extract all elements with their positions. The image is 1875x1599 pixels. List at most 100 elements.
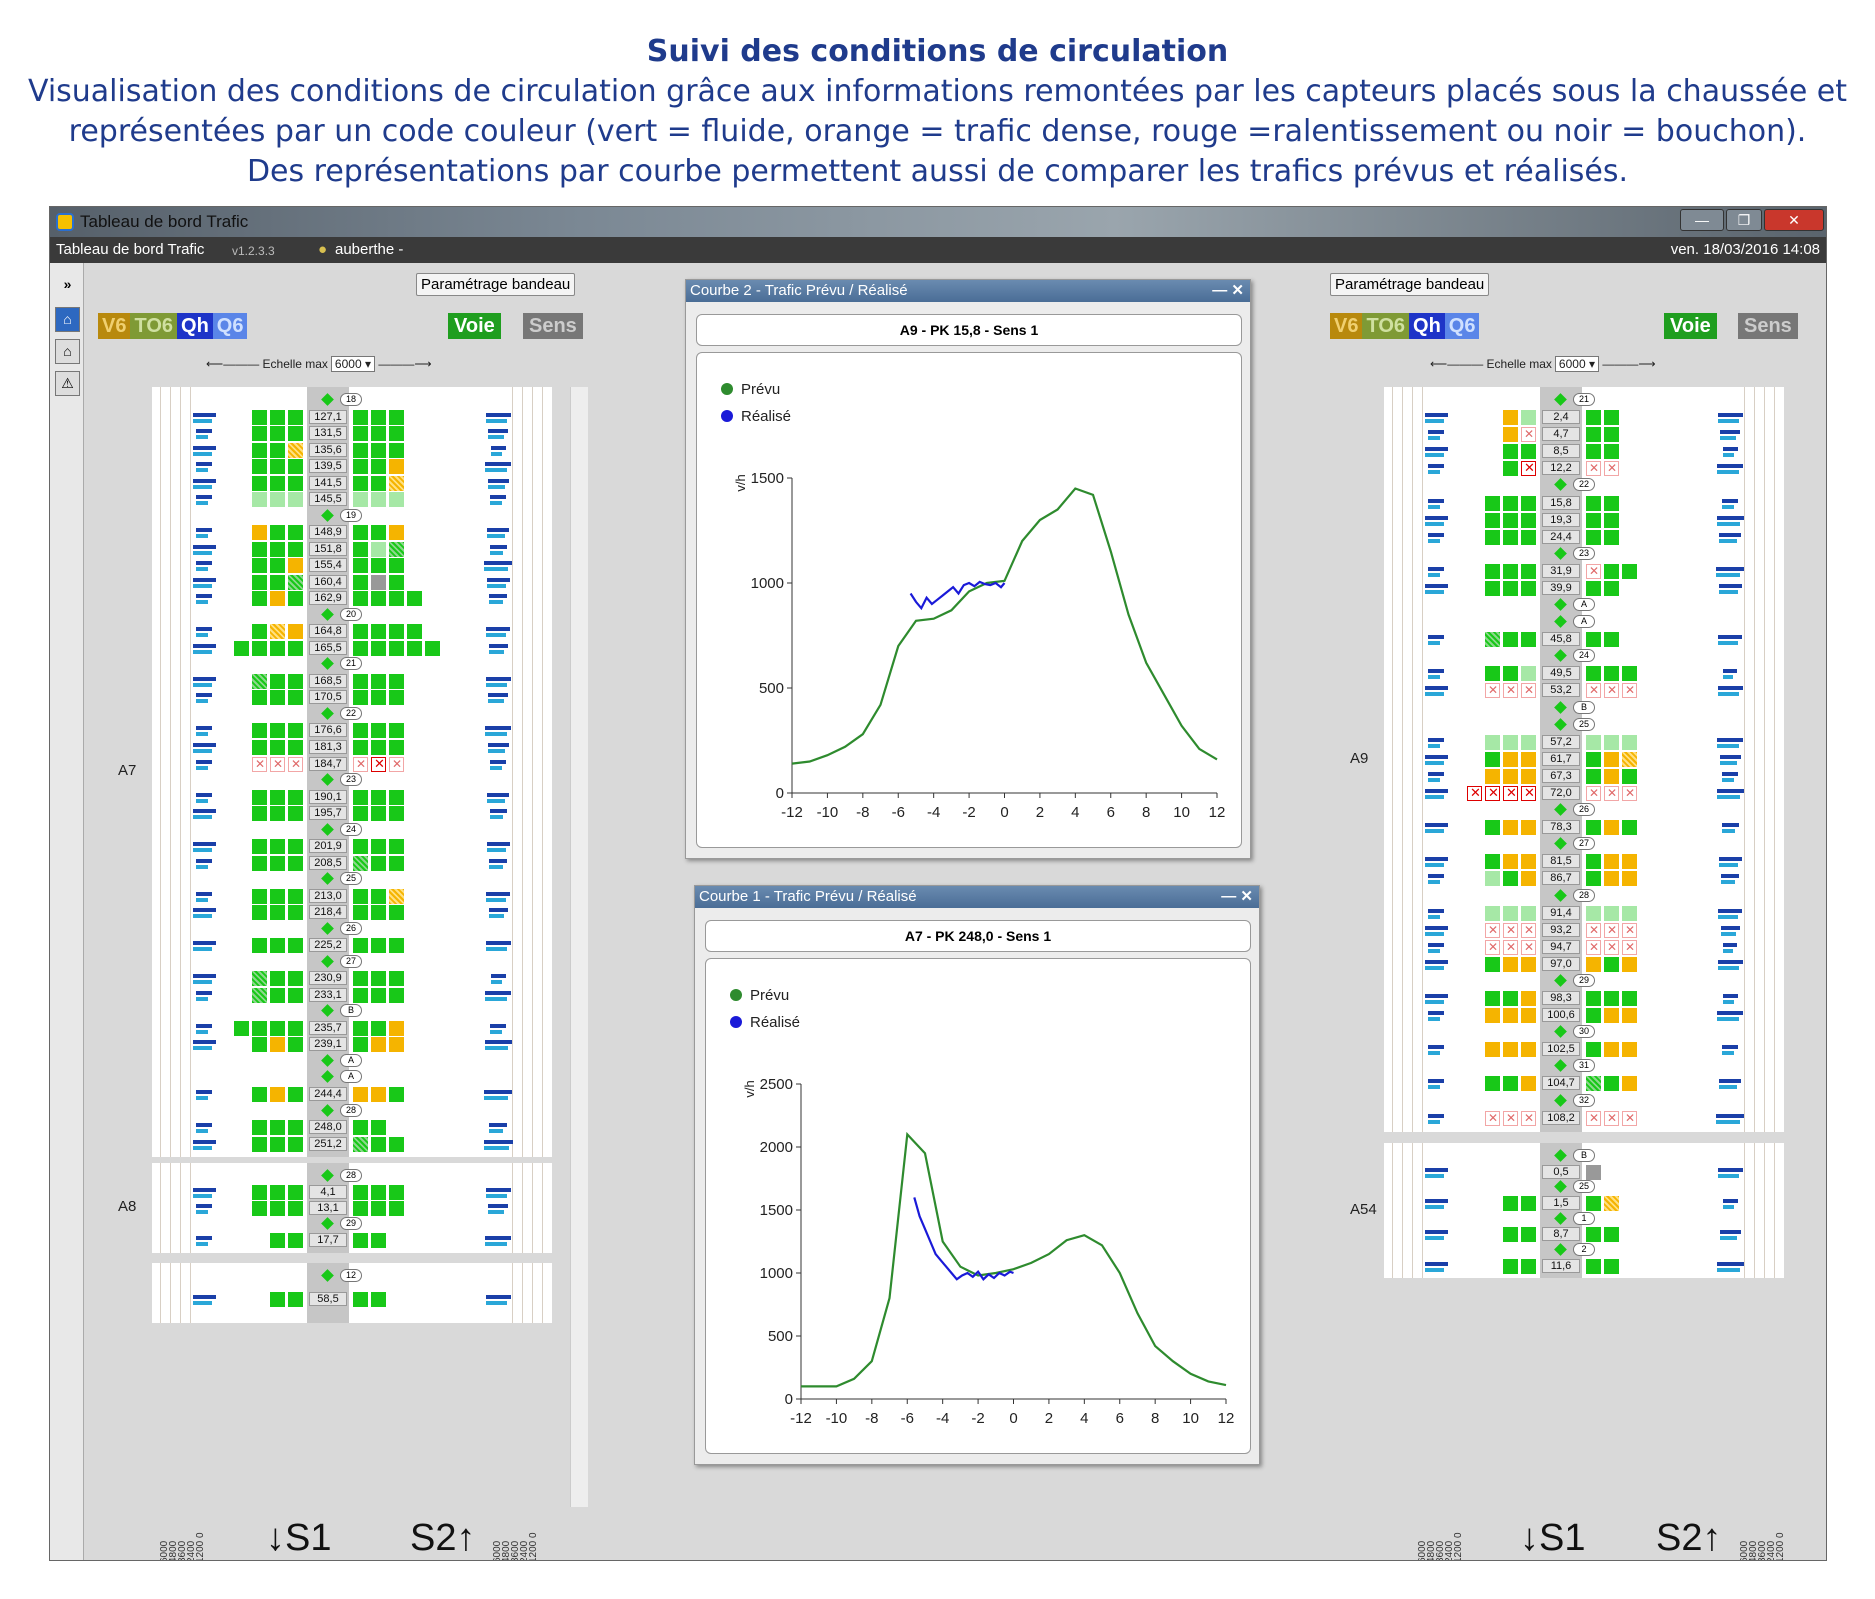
lane-cell-s1[interactable] <box>1485 751 1500 767</box>
lane-cell-s1[interactable] <box>252 905 267 921</box>
lane-cell-s1[interactable] <box>270 492 285 508</box>
lane-cell-s2[interactable] <box>371 1020 386 1036</box>
lane-cell-s2[interactable] <box>353 459 368 475</box>
lane-cell-s1[interactable] <box>1503 1042 1518 1058</box>
lane-cell-s2[interactable] <box>353 624 368 640</box>
lane-cell-s1[interactable] <box>270 806 285 822</box>
lane-cell-s1[interactable] <box>270 574 285 590</box>
lane-cell-s1[interactable] <box>288 409 303 425</box>
lane-cell-s1[interactable] <box>270 624 285 640</box>
lane-cell-s1[interactable] <box>270 905 285 921</box>
lane-cell-s1[interactable] <box>1521 683 1536 699</box>
lane-cell-s1[interactable] <box>1485 512 1500 528</box>
lane-cell-s1[interactable] <box>270 459 285 475</box>
lane-cell-s2[interactable] <box>371 624 386 640</box>
lane-cell-s2[interactable] <box>353 442 368 458</box>
parametrage-bandeau-button[interactable]: Paramétrage bandeau <box>416 273 576 296</box>
lane-cell-s1[interactable] <box>270 1185 285 1201</box>
lane-cell-s2[interactable] <box>389 987 404 1003</box>
lane-cell-s2[interactable] <box>353 723 368 739</box>
lane-cell-s1[interactable] <box>1485 563 1500 579</box>
lane-cell-s2[interactable] <box>1586 734 1601 750</box>
lane-cell-s2[interactable] <box>1622 734 1637 750</box>
lane-cell-s2[interactable] <box>353 756 368 772</box>
lane-cell-s1[interactable] <box>252 574 267 590</box>
lane-cell-s2[interactable] <box>1586 786 1601 801</box>
lane-cell-s2[interactable] <box>389 426 404 442</box>
lane-cell-s1[interactable] <box>288 426 303 442</box>
lane-cell-s2[interactable] <box>353 1020 368 1036</box>
lane-cell-s2[interactable] <box>1604 1076 1619 1092</box>
lane-cell-s2[interactable] <box>1586 563 1601 579</box>
lane-cell-s2[interactable] <box>1586 905 1601 921</box>
lane-cell-s1[interactable] <box>288 459 303 475</box>
lane-cell-s1[interactable] <box>1521 666 1536 682</box>
lane-cell-s2[interactable] <box>371 1086 386 1102</box>
lane-cell-s1[interactable] <box>1521 854 1536 870</box>
lane-cell-s1[interactable] <box>270 558 285 574</box>
lane-cell-s2[interactable] <box>1604 956 1619 972</box>
lane-cell-s2[interactable] <box>1586 512 1601 528</box>
lane-cell-s1[interactable] <box>270 855 285 871</box>
lane-cell-s2[interactable] <box>1586 1196 1601 1212</box>
lane-cell-s2[interactable] <box>1586 820 1601 836</box>
lane-cell-s2[interactable] <box>371 888 386 904</box>
lane-cell-s1[interactable] <box>252 855 267 871</box>
lane-cell-s2[interactable] <box>353 1136 368 1152</box>
lane-cell-s2[interactable] <box>1604 905 1619 921</box>
lane-cell-s2[interactable] <box>1586 1227 1601 1243</box>
lane-cell-s1[interactable] <box>288 442 303 458</box>
badge-qh[interactable]: Qh <box>1409 313 1445 339</box>
lane-cell-s1[interactable] <box>252 541 267 557</box>
lane-cell-s2[interactable] <box>1586 956 1601 972</box>
lane-cell-s2[interactable] <box>389 839 404 855</box>
lane-cell-s1[interactable] <box>1521 444 1536 460</box>
lane-cell-s1[interactable] <box>252 1086 267 1102</box>
chart-window-title[interactable]: Courbe 1 - Trafic Prévu / Réalisé — ✕ <box>695 886 1259 908</box>
lane-cell-s1[interactable] <box>270 839 285 855</box>
lane-cell-s1[interactable] <box>270 541 285 557</box>
lane-cell-s1[interactable] <box>288 971 303 987</box>
echelle-select-right[interactable]: 6000 ▾ <box>1554 356 1599 372</box>
lane-cell-s1[interactable] <box>1485 854 1500 870</box>
lane-cell-s2[interactable] <box>1604 580 1619 596</box>
lane-cell-s1[interactable] <box>270 1292 285 1308</box>
lane-cell-s1[interactable] <box>288 673 303 689</box>
lane-cell-s1[interactable] <box>270 723 285 739</box>
lane-cell-s1[interactable] <box>270 673 285 689</box>
lane-cell-s1[interactable] <box>1485 529 1500 545</box>
lane-cell-s1[interactable] <box>288 558 303 574</box>
lane-cell-s1[interactable] <box>270 409 285 425</box>
lane-cell-s1[interactable] <box>288 789 303 805</box>
lane-cell-s2[interactable] <box>1604 786 1619 801</box>
lane-cell-s1[interactable] <box>252 806 267 822</box>
lane-cell-s2[interactable] <box>1622 1008 1637 1024</box>
lane-cell-s2[interactable] <box>371 723 386 739</box>
lane-cell-s1[interactable] <box>252 739 267 755</box>
lane-cell-s1[interactable] <box>288 1201 303 1217</box>
close-icon[interactable]: — ✕ <box>1221 888 1253 905</box>
chart-window-courbe-2[interactable]: Courbe 2 - Trafic Prévu / Réalisé — ✕ A9 … <box>685 279 1251 859</box>
lane-cell-s1[interactable] <box>1485 1110 1500 1126</box>
badge-v6[interactable]: V6 <box>1330 313 1363 339</box>
lane-cell-s1[interactable] <box>1521 785 1536 801</box>
lane-cell-s1[interactable] <box>288 1037 303 1053</box>
lane-cell-s1[interactable] <box>270 475 285 491</box>
lane-cell-s2[interactable] <box>371 1292 386 1308</box>
lane-cell-s1[interactable] <box>288 624 303 640</box>
lane-cell-s1[interactable] <box>1521 512 1536 528</box>
lane-cell-s1[interactable] <box>270 987 285 1003</box>
lane-cell-s2[interactable] <box>1622 768 1637 784</box>
lane-cell-s2[interactable] <box>389 525 404 541</box>
lane-cell-s1[interactable] <box>252 789 267 805</box>
lane-cell-s2[interactable] <box>407 591 422 607</box>
lane-cell-s1[interactable] <box>252 492 267 508</box>
lane-cell-s1[interactable] <box>234 640 249 656</box>
lane-cell-s2[interactable] <box>371 971 386 987</box>
chart-window-courbe-1[interactable]: Courbe 1 - Trafic Prévu / Réalisé — ✕ A7 … <box>694 885 1260 1465</box>
lane-cell-s2[interactable] <box>389 459 404 475</box>
lane-cell-s2[interactable] <box>353 1037 368 1053</box>
lane-cell-s2[interactable] <box>389 640 404 656</box>
lane-cell-s1[interactable] <box>270 789 285 805</box>
lane-cell-s1[interactable] <box>1521 632 1536 648</box>
